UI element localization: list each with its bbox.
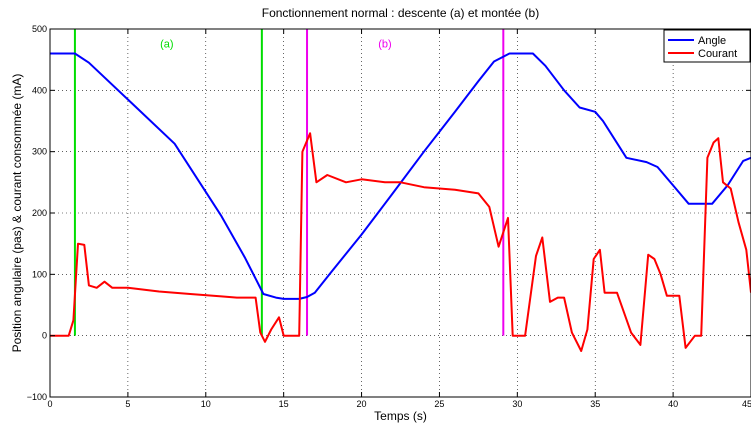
series-lines [50,52,751,352]
x-tick-label: 15 [279,399,289,409]
x-tick-label: 5 [125,399,130,409]
y-tick-label: −100 [27,392,47,402]
x-tick-label: 35 [590,399,600,409]
y-axis-label: Position angulaire (pas) & courant conso… [10,74,24,353]
annotations: (a) (b) [160,38,392,50]
y-tick-label: 0 [42,331,47,341]
legend-box [663,29,751,63]
x-tick-label: 40 [668,399,678,409]
x-tick-label: 45 [742,399,751,409]
series-line-courant [50,132,751,352]
series-line-angle [50,52,751,300]
plot-background [50,29,751,397]
y-tick-label: 400 [32,85,47,95]
legend-label: Angle [698,35,726,47]
y-tick-label: 100 [32,269,47,279]
y-tick-label: 500 [32,24,47,34]
legend-label: Courant [698,48,737,60]
y-tick-label: 300 [32,147,47,157]
x-tick-label: 10 [201,399,211,409]
x-axis-label: Temps (s) [374,409,427,423]
x-tick-label: 0 [47,399,52,409]
annotation-label: (b) [378,38,391,50]
plot-area [49,28,751,398]
x-tick-label: 30 [512,399,522,409]
x-tick-label: 25 [434,399,444,409]
y-tick-label: 200 [32,208,47,218]
x-tick-label: 20 [357,399,367,409]
chart-title: Fonctionnement normal : descente (a) et … [262,6,539,20]
annotation-label: (a) [160,38,173,50]
